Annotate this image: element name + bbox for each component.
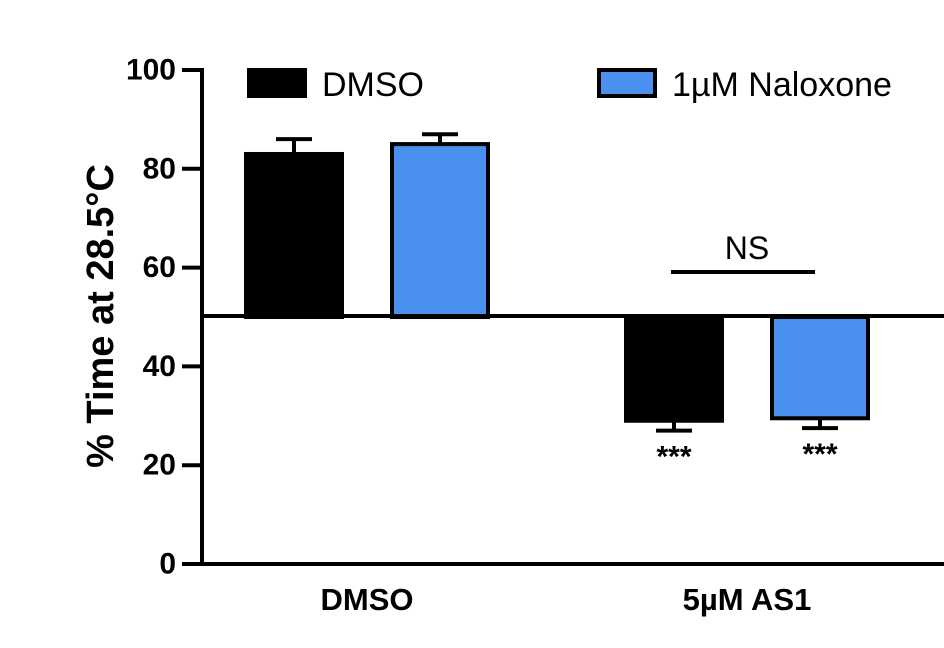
legend-swatch [247,68,307,98]
x-category-label: 5µM AS1 [683,582,812,617]
x-category-label: DMSO [321,582,414,617]
legend-label: 1µM Naloxone [672,66,892,104]
bar [624,315,724,423]
bar [390,142,490,319]
y-tick-label: 40 [143,350,176,383]
legend: DMSO 1µM Naloxone [247,66,892,104]
y-tick-label: 0 [159,548,176,581]
x-axis-categories: DMSO 5µM AS1 [321,582,812,617]
significance-marker: *** [656,441,691,474]
legend-swatch [597,68,657,98]
y-tick-label: 20 [143,449,176,482]
annotations: *** *** NS [656,230,837,474]
y-tick-label: 100 [126,54,176,87]
y-tick-label: 80 [143,152,176,185]
bar [770,315,870,421]
bar [244,151,344,319]
y-tick-label: 60 [143,251,176,284]
error-bars [276,132,838,433]
legend-label: DMSO [322,66,424,104]
y-axis-ticks: 0 20 40 60 80 100 [126,54,202,581]
bars [244,142,870,423]
y-axis-title: % Time at 28.5°C [80,164,122,468]
comparison-label: NS [725,230,769,266]
significance-marker: *** [802,438,837,471]
